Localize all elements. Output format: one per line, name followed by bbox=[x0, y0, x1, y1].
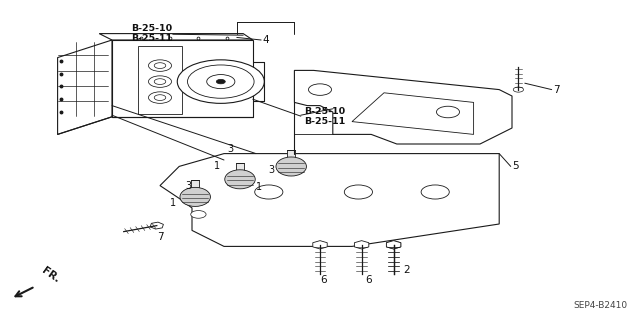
Circle shape bbox=[154, 63, 166, 68]
Polygon shape bbox=[355, 241, 369, 249]
Bar bbox=[236, 163, 244, 173]
Text: 5: 5 bbox=[512, 161, 518, 172]
Circle shape bbox=[148, 60, 172, 71]
Text: 3: 3 bbox=[269, 164, 275, 175]
Circle shape bbox=[207, 75, 235, 89]
Text: B-25-10
B-25-11: B-25-10 B-25-11 bbox=[304, 107, 345, 126]
Text: 1: 1 bbox=[214, 161, 221, 172]
Circle shape bbox=[154, 95, 166, 100]
Text: 4: 4 bbox=[262, 35, 269, 45]
Circle shape bbox=[421, 185, 449, 199]
Circle shape bbox=[308, 84, 332, 95]
Text: FR.: FR. bbox=[40, 266, 62, 285]
Text: 6: 6 bbox=[365, 275, 371, 285]
Polygon shape bbox=[150, 222, 163, 229]
Polygon shape bbox=[387, 241, 401, 249]
Polygon shape bbox=[387, 241, 401, 249]
Circle shape bbox=[344, 185, 372, 199]
Text: 3: 3 bbox=[186, 180, 192, 191]
Circle shape bbox=[436, 106, 460, 118]
Circle shape bbox=[191, 211, 206, 218]
Text: 1: 1 bbox=[170, 198, 176, 208]
Text: 1: 1 bbox=[256, 182, 262, 192]
Bar bbox=[287, 150, 295, 160]
Circle shape bbox=[177, 60, 264, 103]
Ellipse shape bbox=[276, 157, 307, 176]
Circle shape bbox=[513, 87, 524, 92]
Text: SEP4-B2410: SEP4-B2410 bbox=[573, 301, 627, 310]
Circle shape bbox=[255, 185, 283, 199]
Circle shape bbox=[188, 65, 254, 98]
Text: 2: 2 bbox=[403, 265, 410, 276]
Text: 6: 6 bbox=[320, 275, 326, 285]
Text: B-25-10
B-25-11: B-25-10 B-25-11 bbox=[131, 24, 172, 43]
Bar bbox=[191, 180, 199, 191]
Circle shape bbox=[154, 79, 166, 84]
Ellipse shape bbox=[180, 188, 211, 206]
Circle shape bbox=[148, 92, 172, 103]
Polygon shape bbox=[313, 241, 327, 249]
Circle shape bbox=[216, 79, 225, 84]
Circle shape bbox=[148, 76, 172, 87]
Text: 7: 7 bbox=[157, 232, 163, 242]
Text: 3: 3 bbox=[227, 144, 234, 154]
Text: 7: 7 bbox=[554, 84, 560, 95]
Ellipse shape bbox=[225, 170, 255, 189]
